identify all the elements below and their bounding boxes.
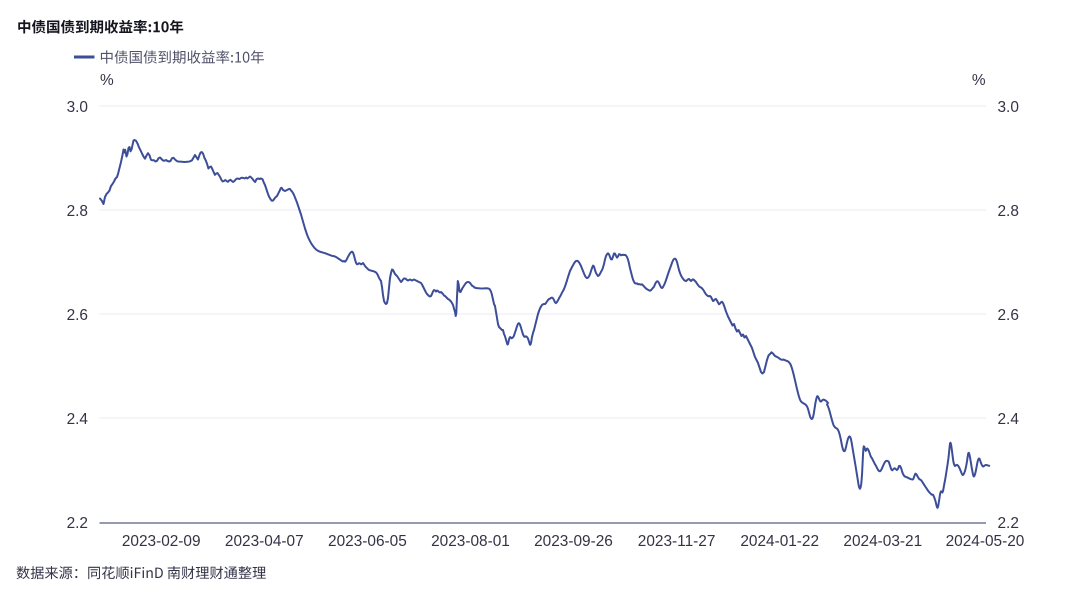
svg-text:2.2: 2.2 [998, 515, 1019, 532]
svg-text:%: % [972, 72, 986, 89]
svg-text:2023-09-26: 2023-09-26 [534, 533, 613, 550]
svg-text:2023-06-05: 2023-06-05 [328, 533, 407, 550]
svg-text:2024-03-21: 2024-03-21 [843, 533, 922, 550]
svg-text:2023-08-01: 2023-08-01 [431, 533, 510, 550]
svg-text:2.6: 2.6 [998, 307, 1019, 324]
svg-text:2.4: 2.4 [998, 411, 1020, 428]
svg-text:3.0: 3.0 [998, 99, 1019, 116]
svg-text:%: % [100, 72, 114, 89]
svg-text:2023-11-27: 2023-11-27 [638, 533, 716, 550]
svg-text:2023-04-07: 2023-04-07 [225, 533, 304, 550]
svg-text:3.0: 3.0 [67, 99, 88, 116]
svg-text:2024-05-20: 2024-05-20 [946, 533, 1025, 550]
svg-text:2023-02-09: 2023-02-09 [122, 533, 201, 550]
svg-text:2.4: 2.4 [67, 411, 89, 428]
svg-text:2.2: 2.2 [67, 515, 88, 532]
svg-text:2.8: 2.8 [998, 203, 1019, 220]
svg-text:2.6: 2.6 [67, 307, 88, 324]
svg-text:2024-01-22: 2024-01-22 [740, 533, 819, 550]
svg-text:2.8: 2.8 [67, 203, 88, 220]
